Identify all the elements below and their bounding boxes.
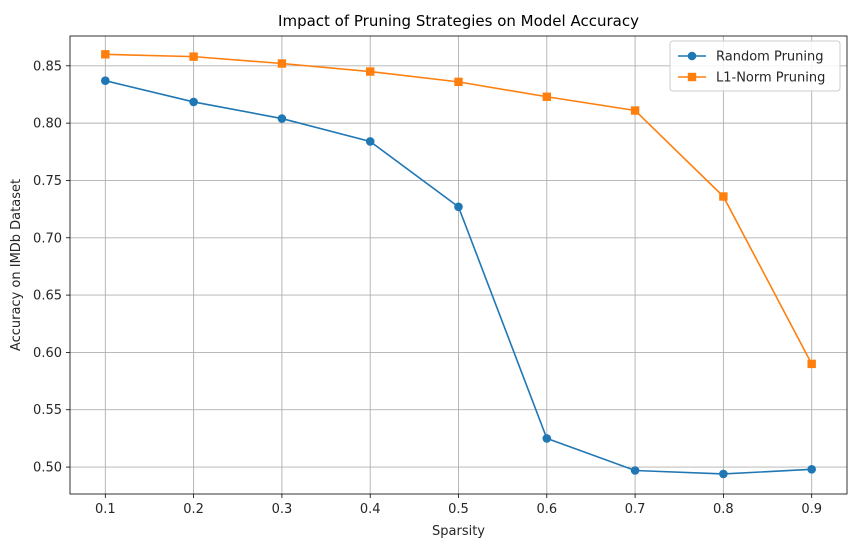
data-point	[542, 434, 552, 443]
data-point	[454, 202, 463, 212]
grid-lines	[70, 36, 847, 494]
y-tick-label: 0.75	[33, 174, 62, 189]
y-tick-label: 0.65	[33, 289, 62, 304]
x-tick-label: 0.8	[713, 502, 734, 517]
y-axis-label: Accuracy on IMDb Dataset	[9, 179, 24, 351]
data-point	[719, 192, 728, 201]
x-tick-label: 0.5	[448, 502, 469, 517]
legend-label: Random Pruning	[716, 50, 824, 65]
chart-title: Impact of Pruning Strategies on Model Ac…	[278, 12, 639, 30]
x-tick-label: 0.2	[183, 502, 204, 517]
x-tick-label: 0.4	[360, 502, 381, 517]
legend: Random Pruning L1-Norm Pruning	[669, 40, 841, 92]
y-tick-label: 0.55	[33, 403, 62, 418]
data-point	[189, 52, 198, 61]
data-point	[807, 359, 816, 369]
series-layer	[101, 50, 816, 479]
data-point	[365, 137, 375, 146]
y-tick-label: 0.60	[33, 346, 62, 361]
x-tick-label: 0.9	[801, 502, 822, 517]
legend-box	[669, 40, 841, 92]
y-tick-label: 0.70	[33, 231, 62, 246]
x-tick-label: 0.7	[625, 502, 646, 517]
y-tick-label: 0.80	[33, 117, 62, 132]
data-point	[101, 50, 110, 59]
legend-marker	[687, 72, 697, 82]
data-point	[454, 77, 463, 87]
data-point	[630, 106, 640, 115]
y-tick-label: 0.50	[33, 461, 62, 476]
data-point	[366, 67, 375, 76]
axis-ticks: 0.1 0.2 0.3 0.4 0.5 0.6 0.7 0.8 0.9 0.50 0.55 0.60 0…	[33, 59, 822, 517]
legend-marker	[687, 51, 697, 61]
data-point	[542, 92, 551, 101]
x-tick-label: 0.3	[272, 502, 293, 517]
data-point	[807, 465, 816, 474]
data-point	[630, 466, 640, 475]
series-random-pruning	[101, 76, 816, 479]
data-point	[277, 59, 287, 68]
data-point	[719, 469, 728, 479]
data-point	[277, 114, 287, 123]
x-axis-label: Sparsity	[432, 524, 485, 539]
x-tick-label: 0.1	[95, 502, 116, 517]
y-tick-label: 0.85	[33, 59, 62, 74]
legend-label: L1-Norm Pruning	[716, 71, 825, 86]
series-l1-norm-pruning	[101, 50, 816, 369]
data-point	[189, 97, 198, 107]
data-point	[101, 76, 110, 86]
x-tick-label: 0.6	[536, 502, 557, 517]
